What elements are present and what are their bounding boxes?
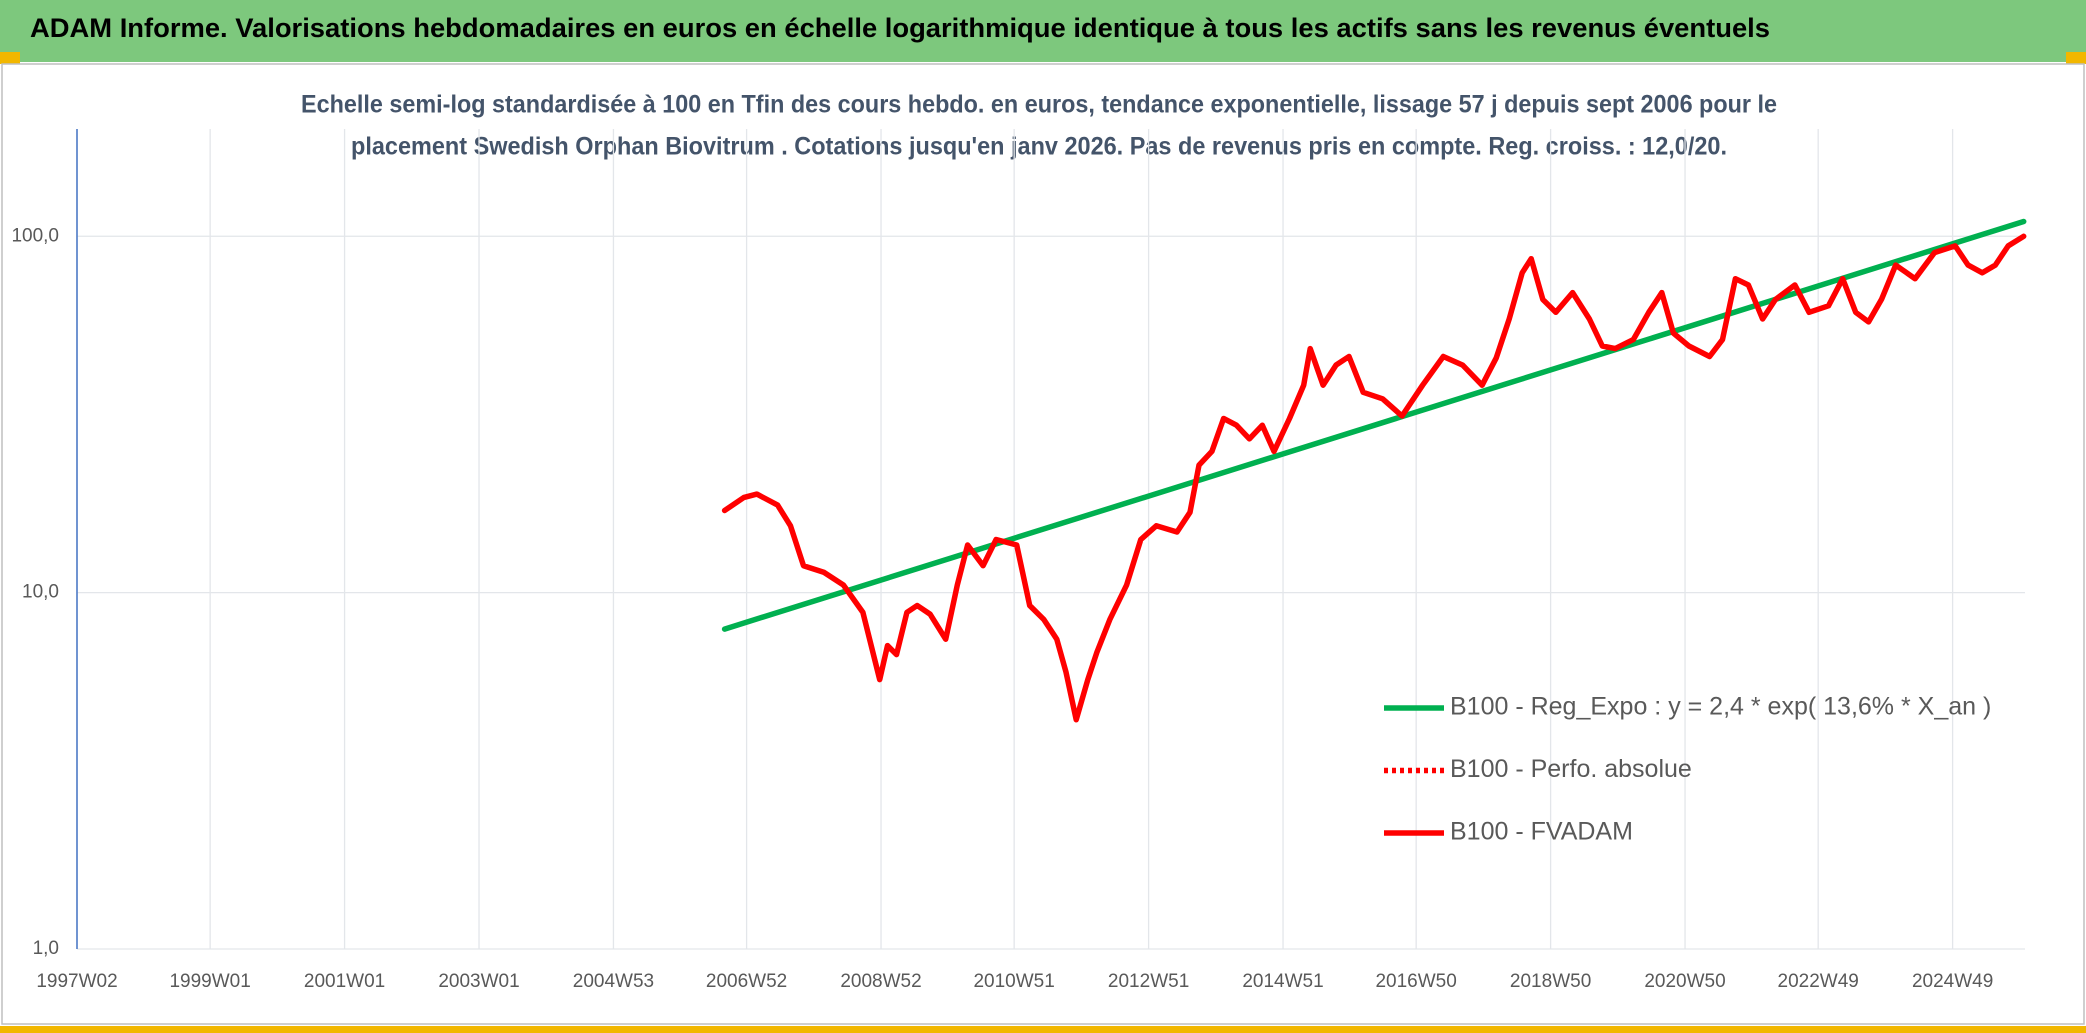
bottom-band <box>0 1026 2086 1033</box>
x-tick-label: 2012W51 <box>1108 971 1189 992</box>
legend-label: B100 - Perfo. absolue <box>1450 755 1692 783</box>
plot-area: 1997W02 1999W01 2001W01 2003W01 2004W53 2006W… <box>11 129 2027 992</box>
chart-frame <box>1 63 2085 1025</box>
chart-subtitle: placement Swedish Orphan Biovitrum . Cot… <box>351 133 1727 161</box>
x-tick-label: 2001W01 <box>304 971 385 992</box>
chart-subtitle: Echelle semi-log standardisée à 100 en T… <box>301 91 1777 119</box>
legend-label: B100 - Reg_Expo : y = 2,4 * exp( 13,6% *… <box>1450 693 1991 721</box>
x-tick-label: 2024W49 <box>1912 971 1993 992</box>
y-tick-label: 10,0 <box>22 582 59 603</box>
x-tick-label: 2022W49 <box>1778 971 1859 992</box>
x-tick-label: 2020W50 <box>1644 971 1725 992</box>
series-line <box>721 218 2027 632</box>
chart-title: ADAM Informe. Valorisations hebdomadaire… <box>30 13 1770 43</box>
x-tick-label: 2003W01 <box>438 971 519 992</box>
corner <box>2066 52 2086 64</box>
x-tick-label: 2014W51 <box>1242 971 1323 992</box>
x-tick-label: 2018W50 <box>1510 971 1591 992</box>
corner <box>0 52 20 64</box>
x-tick-label: 2004W53 <box>573 971 654 992</box>
y-tick-label: 100,0 <box>11 225 59 246</box>
legend-label: B100 - FVADAM <box>1450 818 1633 846</box>
y-tick-label: 1,0 <box>33 938 59 959</box>
x-tick-label: 1997W02 <box>36 971 117 992</box>
header-bar <box>0 0 2086 62</box>
series-line <box>721 233 2027 723</box>
x-tick-label: 2008W52 <box>840 971 921 992</box>
x-tick-label: 2006W52 <box>706 971 787 992</box>
x-tick-label: 2016W50 <box>1375 971 1456 992</box>
x-tick-label: 2010W51 <box>973 971 1054 992</box>
x-tick-label: 1999W01 <box>169 971 250 992</box>
